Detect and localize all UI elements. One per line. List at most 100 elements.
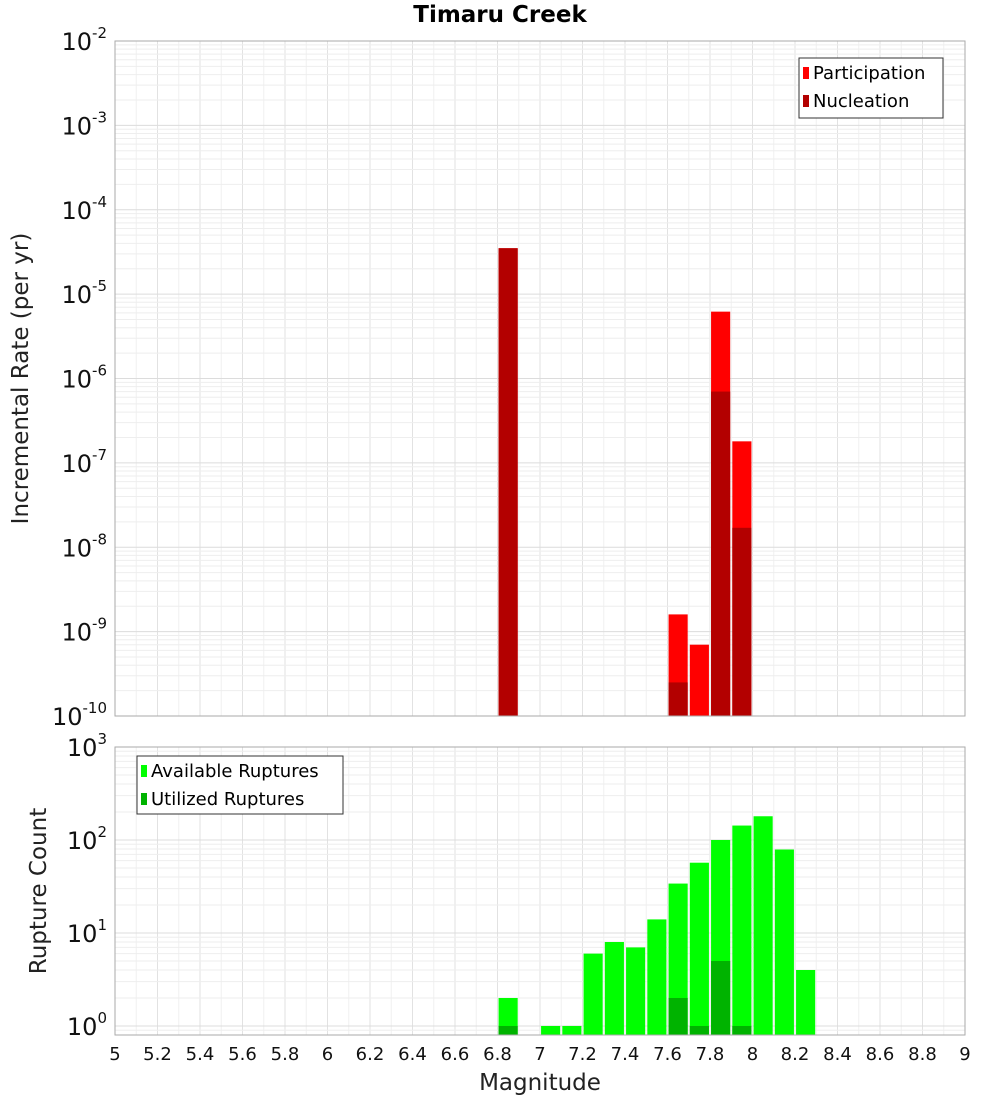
count-series-0 <box>498 816 816 1035</box>
count-x-tick-label: 7.4 <box>611 1044 640 1065</box>
count-legend-box <box>136 755 344 815</box>
count-legend: Available Ruptures Utilized Ruptures <box>136 755 344 815</box>
count-x-tick-label: 5.6 <box>228 1044 257 1065</box>
count-x-tick-label: 7.8 <box>696 1044 725 1065</box>
rate-y-tick-exp: -2 <box>92 24 107 42</box>
rate-y-tick-base: 10 <box>61 450 92 478</box>
count-y-tick-label: 103 <box>67 730 107 762</box>
rate-y-tick-base: 10 <box>61 534 92 562</box>
count-bar-available-ruptures <box>732 825 752 1035</box>
rate-y-tick-exp: -7 <box>92 446 107 464</box>
count-legend-label: Utilized Ruptures <box>151 789 304 810</box>
rate-plot-frame <box>114 40 966 717</box>
rate-legend-box <box>798 57 944 119</box>
count-y-tick-base: 10 <box>67 920 98 948</box>
rate-bar-participation <box>689 644 709 716</box>
rate-y-tick-label: 10-8 <box>61 530 107 562</box>
count-bar-available-ruptures <box>562 1025 582 1035</box>
count-x-tick-label: 8.2 <box>781 1044 810 1065</box>
rate-y-tick-exp: -3 <box>92 108 107 126</box>
count-x-tick-label: 6.6 <box>441 1044 470 1065</box>
rate-y-tick-exp: -9 <box>92 615 107 633</box>
count-x-tick-label: 9 <box>959 1044 970 1065</box>
rate-y-tick-label: 10-7 <box>61 446 107 478</box>
rate-series-1 <box>498 248 752 717</box>
rate-y-tick-exp: -4 <box>92 193 107 211</box>
rate-y-tick-base: 10 <box>61 28 92 56</box>
count-x-tick-label: 7.2 <box>568 1044 597 1065</box>
rate-y-tick-exp: -5 <box>92 277 107 295</box>
count-y-tick-label: 100 <box>67 1009 107 1041</box>
count-legend-swatch <box>141 793 147 805</box>
count-x-tick-label: 8.8 <box>908 1044 937 1065</box>
rate-y-tick-base: 10 <box>61 112 92 140</box>
rate-y-tick-label: 10-9 <box>61 615 107 647</box>
count-plot-frame <box>114 746 966 1036</box>
chart-title: Timaru Creek <box>413 2 587 28</box>
count-bar-available-ruptures <box>626 947 646 1035</box>
count-x-tick-label: 5 <box>109 1044 120 1065</box>
count-bar-utilized-ruptures <box>689 1025 709 1035</box>
rate-legend-label: Nucleation <box>813 91 909 112</box>
count-y-tick-base: 10 <box>67 1013 98 1041</box>
count-y-tick-exp: 3 <box>97 730 107 748</box>
incremental-rate-plot: 10-1010-910-810-710-610-510-410-310-2Inc… <box>8 24 966 731</box>
count-legend-swatch <box>141 765 147 777</box>
rate-y-tick-exp: -10 <box>83 699 108 717</box>
rate-y-axis-label: Incremental Rate (per yr) <box>8 233 34 525</box>
count-bar-available-ruptures <box>668 883 688 1035</box>
rate-y-tick-exp: -8 <box>92 530 107 548</box>
x-axis-label: Magnitude <box>479 1070 601 1096</box>
count-y-tick-label: 101 <box>67 916 107 948</box>
count-y-tick-exp: 2 <box>97 823 107 841</box>
count-bar-utilized-ruptures <box>711 960 731 1035</box>
count-bar-available-ruptures <box>498 997 518 1035</box>
rate-legend-swatch <box>803 67 809 79</box>
count-x-tick-label: 8 <box>747 1044 758 1065</box>
rate-bar-nucleation <box>498 248 518 717</box>
rate-legend: Participation Nucleation <box>798 57 944 119</box>
count-bar-utilized-ruptures <box>732 1025 752 1035</box>
rate-y-tick-label: 10-4 <box>61 193 107 225</box>
rate-y-tick-base: 10 <box>61 366 92 394</box>
count-x-tick-label: 5.4 <box>186 1044 215 1065</box>
count-x-tick-label: 6.4 <box>398 1044 427 1065</box>
count-x-tick-label: 8.6 <box>866 1044 895 1065</box>
count-x-tick-label: 6.2 <box>356 1044 385 1065</box>
count-bar-available-ruptures <box>753 816 773 1035</box>
count-y-tick-label: 102 <box>67 823 107 855</box>
count-bar-available-ruptures <box>689 862 709 1035</box>
count-y-tick-exp: 1 <box>97 916 107 934</box>
count-bar-available-ruptures <box>796 969 816 1035</box>
count-x-tick-label: 5.2 <box>143 1044 172 1065</box>
rate-legend-label: Participation <box>813 63 925 84</box>
rate-y-tick-base: 10 <box>61 281 92 309</box>
count-bar-available-ruptures <box>774 849 794 1035</box>
count-x-tick-label: 7 <box>534 1044 545 1065</box>
count-y-tick-base: 10 <box>67 734 98 762</box>
count-y-axis-label: Rupture Count <box>26 808 52 974</box>
count-bar-utilized-ruptures <box>498 1025 518 1035</box>
rate-y-tick-base: 10 <box>61 197 92 225</box>
count-x-tick-label: 7.6 <box>653 1044 682 1065</box>
count-legend-label: Available Ruptures <box>151 761 319 782</box>
count-bar-utilized-ruptures <box>668 997 688 1035</box>
count-x-tick-label: 5.8 <box>271 1044 300 1065</box>
rate-y-tick-label: 10-3 <box>61 108 107 140</box>
rate-y-tick-base: 10 <box>52 703 83 731</box>
count-y-tick-exp: 0 <box>97 1009 107 1027</box>
rate-y-tick-label: 10-10 <box>52 699 107 731</box>
count-bar-available-ruptures <box>604 942 624 1035</box>
count-y-tick-base: 10 <box>67 827 98 855</box>
rate-y-tick-label: 10-6 <box>61 362 107 394</box>
rate-y-tick-base: 10 <box>61 619 92 647</box>
count-x-tick-label: 8.4 <box>823 1044 852 1065</box>
count-x-tick-label: 6.8 <box>483 1044 512 1065</box>
count-series-1 <box>498 960 752 1035</box>
count-bar-available-ruptures <box>647 919 667 1035</box>
rate-bar-nucleation <box>732 527 752 716</box>
rate-legend-swatch <box>803 95 809 107</box>
